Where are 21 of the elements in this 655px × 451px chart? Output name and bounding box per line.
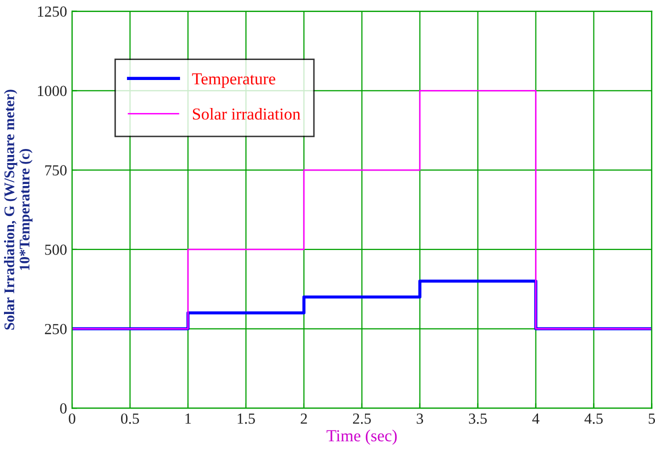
y-tick-label: 1000 bbox=[38, 86, 67, 96]
x-tick-label: 4.5 bbox=[584, 414, 603, 424]
x-tick-label: 5 bbox=[648, 414, 655, 424]
x-tick-label: 1.5 bbox=[238, 414, 255, 424]
y-tick-label: 1250 bbox=[38, 6, 67, 17]
x-tick-label: 0 bbox=[68, 413, 76, 424]
x-axis-title: Time (sec) bbox=[326, 430, 397, 445]
y-tick-label: 750 bbox=[45, 165, 67, 176]
x-tick-label: 0.5 bbox=[121, 413, 139, 424]
x-tick-label: 3 bbox=[416, 414, 424, 424]
x-tick-label: 2.5 bbox=[353, 414, 371, 424]
x-tick-label: 4 bbox=[532, 414, 540, 424]
y-tick-label: 250 bbox=[44, 324, 67, 334]
x-tick-label: 2 bbox=[300, 414, 307, 424]
y-axis-title: Solar Irradiation, G (W/Square meter) 10*Temperature (c) bbox=[4, 90, 32, 330]
x-tick-label: 3.5 bbox=[469, 414, 487, 424]
legend-label: Solar irradiation bbox=[192, 108, 300, 120]
y-tick-label: 0 bbox=[60, 403, 67, 414]
y-tick-label: 500 bbox=[45, 244, 67, 255]
x-tick-label: 1 bbox=[186, 414, 191, 424]
legend-label: Temperature bbox=[192, 73, 276, 88]
